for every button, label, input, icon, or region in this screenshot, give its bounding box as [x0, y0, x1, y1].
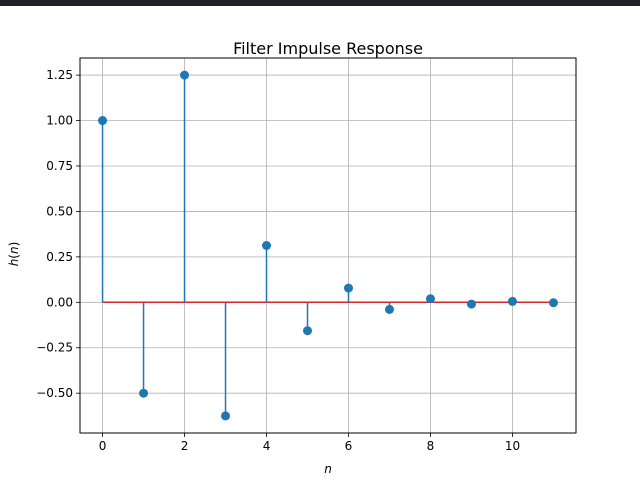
chart-container: 0 2 4 6 8 10 −0.50 −0.25 0.00 0.25 0.50 0.75 1.00 1.… [0, 6, 640, 486]
stem-marker [303, 326, 313, 336]
y-tick-label: 1.00 [46, 114, 73, 128]
stem-marker [384, 304, 394, 314]
stem-marker [343, 283, 353, 293]
x-axis-label: n [324, 462, 332, 476]
y-tick-label: 0.00 [46, 295, 73, 309]
stem-marker [98, 116, 108, 126]
chart-title: Filter Impulse Response [233, 39, 423, 58]
x-tick-label: 8 [427, 439, 435, 453]
plot-frame [79, 57, 577, 434]
stem-marker [221, 411, 231, 421]
y-tick-label: 0.50 [46, 204, 73, 218]
y-tick-label: −0.25 [36, 341, 73, 355]
y-tick-label: −0.50 [36, 386, 73, 400]
stem-marker [548, 298, 558, 308]
y-tick-label: 1.25 [46, 68, 73, 82]
x-ticks: 0 2 4 6 8 10 [99, 433, 520, 453]
stem-marker [466, 299, 476, 309]
stem-marker [262, 241, 272, 250]
stem-markers [98, 70, 558, 421]
stem-marker [507, 296, 517, 306]
y-axis-label: h(n) [7, 242, 21, 267]
x-tick-label: 2 [181, 439, 189, 453]
stem-marker [425, 294, 435, 304]
stem-marker [139, 388, 149, 398]
stem-marker [180, 70, 190, 80]
window-title-bar [0, 0, 640, 6]
x-tick-label: 4 [263, 439, 271, 453]
x-tick-label: 10 [505, 439, 520, 453]
y-ticks: −0.50 −0.25 0.00 0.25 0.50 0.75 1.00 1.25 [36, 68, 80, 400]
stem-lines [101, 75, 555, 416]
x-tick-label: 6 [345, 439, 353, 453]
x-tick-label: 0 [99, 439, 107, 453]
y-tick-label: 0.75 [46, 159, 73, 173]
grid-lines [80, 58, 576, 433]
y-tick-label: 0.25 [46, 250, 73, 264]
impulse-response-chart: 0 2 4 6 8 10 −0.50 −0.25 0.00 0.25 0.50 0.75 1.00 1.… [7, 39, 577, 476]
